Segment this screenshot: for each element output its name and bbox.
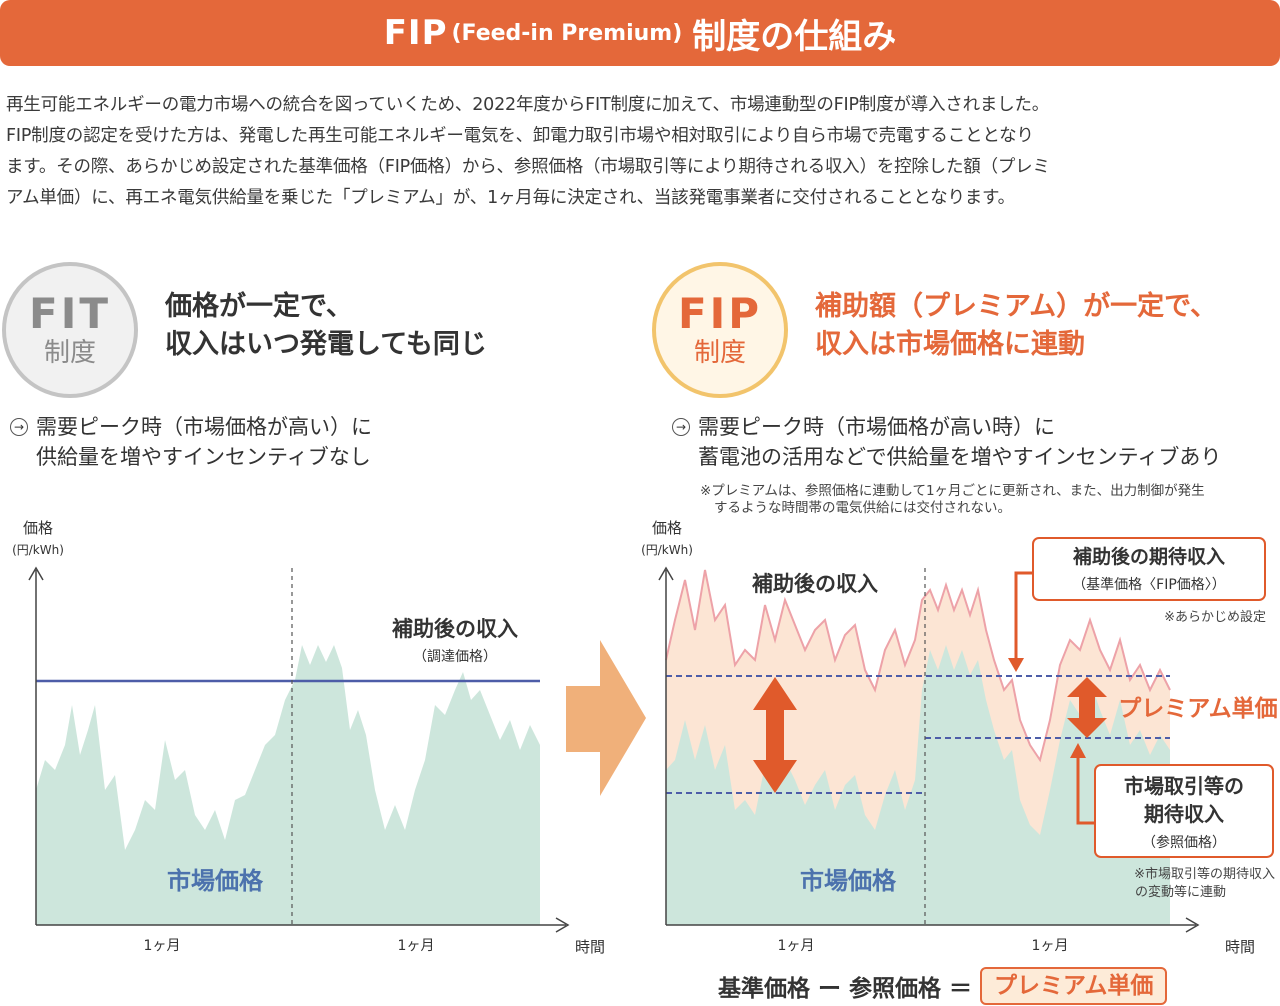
transition-arrow-icon xyxy=(566,640,646,796)
premium-equation: 基準価格 ー 参照価格 ＝ プレミアム単価 xyxy=(718,967,1168,1005)
fip-headline-line: 補助額（プレミアム）が一定で、 xyxy=(815,291,1218,322)
intro-line: アム単価）に、再エネ電気供給量を乗じた「プレミアム」が、1ヶ月毎に決定され、当該… xyxy=(6,188,1015,208)
fit-point: → 需要ピーク時（市場価格が高い）に 供給量を増やすインセンティブなし xyxy=(10,412,372,472)
fit-badge-title: FIT xyxy=(29,289,111,338)
fit-point-line: 需要ピーク時（市場価格が高い）に xyxy=(36,415,372,439)
fip-income-line xyxy=(665,569,1171,763)
premium-double-arrow-icon xyxy=(1067,677,1107,738)
fit-headline-line: 価格が一定で、 xyxy=(165,291,353,322)
base-price-callout-arrow-icon xyxy=(1008,571,1033,672)
fit-market-label: 市場価格 xyxy=(167,867,264,895)
fit-y-axis-arrow xyxy=(28,566,44,581)
title-banner: FIP (Feed-in Premium) 制度の仕組み xyxy=(0,0,1280,66)
intro-line: FIP制度の認定を受けた方は、発電した再生可能エネルギー電気を、卸電力取引市場や… xyxy=(6,126,1034,146)
reference-price-callout-box xyxy=(1094,764,1274,858)
fip-badge-title: FIP xyxy=(677,289,763,338)
intro-line: 再生可能エネルギーの電力市場への統合を図っていくため、2022年度からFIT制度… xyxy=(6,95,1050,115)
fip-market-area xyxy=(666,645,1170,925)
title-rest: 制度の仕組み xyxy=(692,16,897,57)
fit-x-label: 時間 xyxy=(575,938,605,956)
base-price-callout-title: 補助後の期待収入 xyxy=(1072,545,1225,568)
intro-paragraph: 再生可能エネルギーの電力市場への統合を図っていくため、2022年度からFIT制度… xyxy=(6,90,1276,214)
fip-income-label: 補助後の収入 xyxy=(751,572,878,596)
premium-double-arrow-icon xyxy=(753,677,797,793)
base-price-callout-sub: （基準価格〈FIP価格〉） xyxy=(1072,576,1226,593)
fip-headline-line: 収入は市場価格に連動 xyxy=(815,329,1085,360)
intro-line: ます。その際、あらかじめ設定された基準価格（FIP価格）から、参照価格（市場取引… xyxy=(6,157,1050,177)
fip-chart: 補助後の期待収入 （基準価格〈FIP価格〉） ※あらかじめ設定 市場取引等の 期… xyxy=(641,519,1278,956)
fit-badge-sub: 制度 xyxy=(43,338,96,368)
equation-result: プレミアム単価 xyxy=(980,967,1168,1005)
equation-text: 基準価格 ー 参照価格 ＝ xyxy=(718,976,973,1002)
reference-price-callout-note: ※市場取引等の期待収入 xyxy=(1134,866,1275,882)
fit-headline-line: 収入はいつ発電しても同じ xyxy=(165,329,487,360)
fip-note: ※プレミアムは、参照価格に連動して1ヶ月ごとに更新され、また、出力制御が発生 す… xyxy=(700,483,1205,517)
fip-note-line: するような時間帯の電気供給には交付されない。 xyxy=(714,500,1011,516)
fip-market-label: 市場価格 xyxy=(800,867,897,895)
reference-price-callout-note: の変動等に連動 xyxy=(1135,884,1226,900)
reference-price-callout-sub: （参照価格） xyxy=(1142,834,1226,851)
fit-chart: 価格 (円/kWh) 時間 1ヶ月 1ヶ月 補助後の収入 （調達価格） 市場価格 xyxy=(12,519,605,956)
base-price-callout-note: ※あらかじめ設定 xyxy=(1164,609,1266,625)
fip-y-unit: (円/kWh) xyxy=(641,543,693,557)
title-fip: FIP xyxy=(383,13,448,53)
base-price-callout-box xyxy=(1032,537,1266,601)
fip-point: → 需要ピーク時（市場価格が高い時）に 蓄電池の活用などで供給量を増やすインセン… xyxy=(672,412,1222,472)
fip-month-label: 1ヶ月 xyxy=(1032,938,1069,954)
arrow-circle-icon: → xyxy=(672,418,690,436)
fip-y-axis-arrow xyxy=(658,566,674,581)
fip-badge-sub: 制度 xyxy=(693,338,746,368)
fit-y-unit: (円/kWh) xyxy=(12,543,64,557)
fip-badge: FIP 制度 xyxy=(652,262,788,398)
fit-point-line: 供給量を増やすインセンティブなし xyxy=(36,445,371,469)
fip-x-axis-arrow xyxy=(1185,917,1200,933)
fip-headline: 補助額（プレミアム）が一定で、 収入は市場価格に連動 xyxy=(815,288,1217,364)
fit-y-label: 価格 xyxy=(23,519,53,537)
fit-market-area xyxy=(36,645,540,925)
fip-x-label: 時間 xyxy=(1225,938,1255,956)
fit-badge: FIT 制度 xyxy=(2,262,138,398)
fit-fixed-sub: （調達価格） xyxy=(413,649,497,665)
fit-headline: 価格が一定で、 収入はいつ発電しても同じ xyxy=(165,288,487,364)
fit-fixed-label: 補助後の収入 xyxy=(391,617,518,641)
arrow-circle-icon: → xyxy=(10,418,28,436)
title-sub: (Feed-in Premium) xyxy=(451,20,683,46)
fip-y-label: 価格 xyxy=(652,519,682,537)
fit-x-axis-arrow xyxy=(555,917,570,933)
fip-note-line: ※プレミアムは、参照価格に連動して1ヶ月ごとに更新され、また、出力制御が発生 xyxy=(700,483,1205,499)
fip-premium-label: プレミアム単価 xyxy=(1118,695,1277,722)
fit-month-label: 1ヶ月 xyxy=(398,938,435,954)
fip-point-line: 蓄電池の活用などで供給量を増やすインセンティブあり xyxy=(698,445,1222,469)
fit-month-label: 1ヶ月 xyxy=(144,938,181,954)
reference-price-callout-arrow-icon xyxy=(1070,743,1095,825)
fip-month-label: 1ヶ月 xyxy=(778,938,815,954)
reference-price-callout-line: 期待収入 xyxy=(1144,802,1224,826)
fip-point-line: 需要ピーク時（市場価格が高い時）に xyxy=(698,415,1055,439)
reference-price-callout-line: 市場取引等の xyxy=(1124,774,1244,798)
